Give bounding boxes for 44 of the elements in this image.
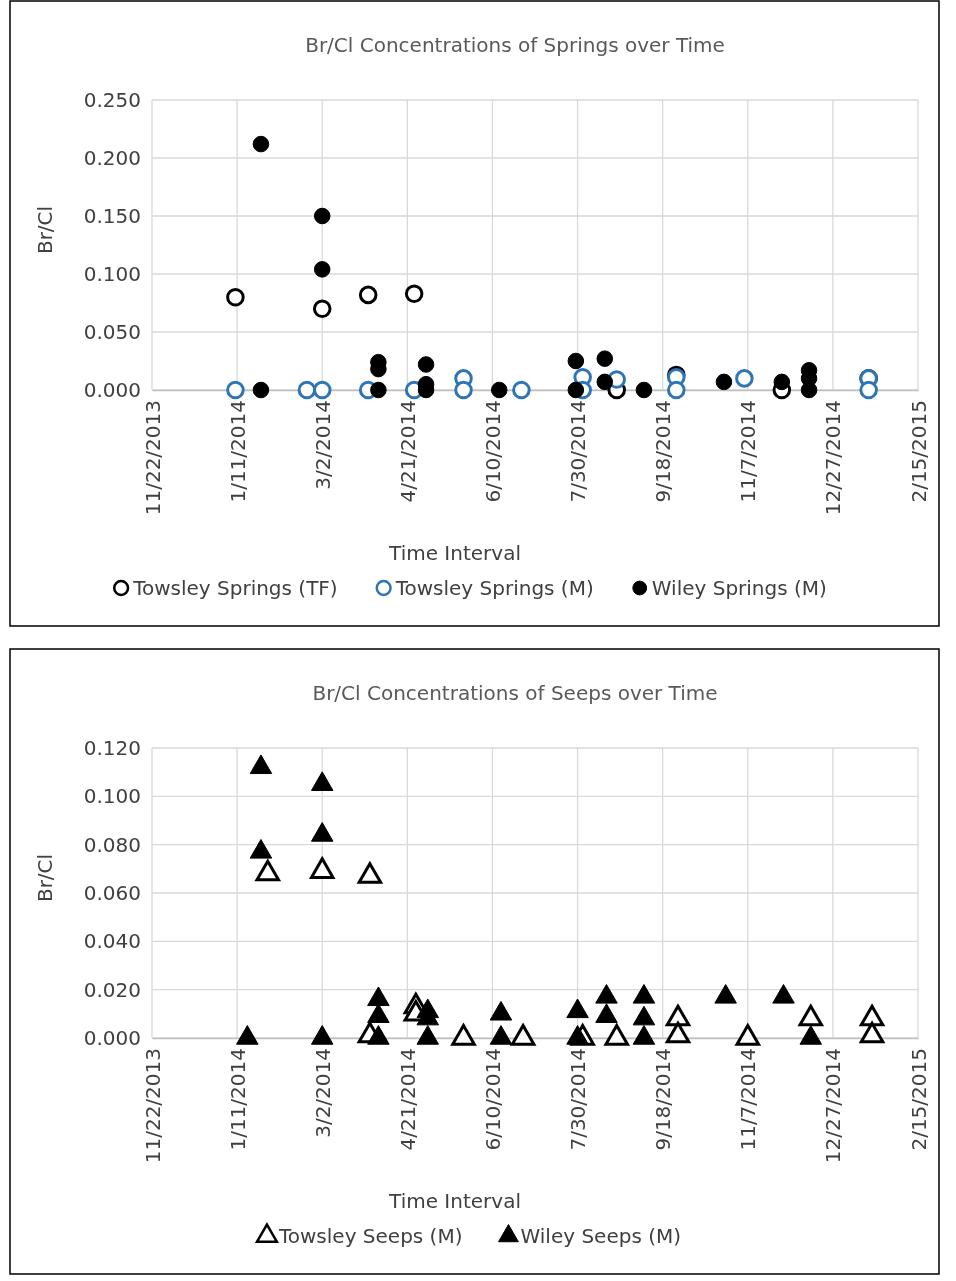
y-tick-label: 0.100 — [83, 261, 141, 286]
x-tick-label: 9/18/2014 — [651, 400, 676, 503]
y-tick-label: 0.000 — [83, 1025, 141, 1050]
y-tick-label: 0.040 — [83, 929, 141, 954]
x-tick-label: 11/7/2014 — [736, 400, 761, 503]
x-tick-label: 3/2/2014 — [310, 1048, 335, 1138]
legend-label: Wiley Springs (M) — [651, 576, 827, 600]
y-tick-label: 0.120 — [83, 735, 141, 760]
x-tick-label: 1/11/2014 — [225, 400, 250, 503]
x-tick-label: 11/22/2013 — [140, 1048, 165, 1164]
x-tick-label: 2/15/2015 — [906, 1048, 931, 1151]
chart-title: Br/Cl Concentrations of Seeps over Time — [312, 681, 718, 705]
y-tick-label: 0.200 — [83, 145, 141, 170]
y-tick-label: 0.020 — [83, 977, 141, 1002]
y-axis-title: Br/Cl — [33, 853, 57, 903]
y-axis-title: Br/Cl — [33, 205, 57, 255]
legend-label: Towsley Seeps (M) — [277, 1224, 463, 1248]
y-tick-label: 0.080 — [83, 832, 141, 857]
legend-label: Towsley Springs (TF) — [132, 576, 338, 600]
x-axis-title: Time Interval — [388, 1189, 521, 1213]
y-tick-label: 0.150 — [83, 203, 141, 228]
x-tick-label: 11/7/2014 — [736, 1048, 761, 1151]
x-tick-label: 6/10/2014 — [480, 400, 505, 503]
chart-title: Br/Cl Concentrations of Springs over Time — [305, 33, 725, 57]
legend-label: Towsley Springs (M) — [394, 576, 594, 600]
y-tick-label: 0.050 — [83, 319, 141, 344]
x-tick-label: 11/22/2013 — [140, 400, 165, 516]
y-tick-label: 0.250 — [83, 87, 141, 112]
y-tick-label: 0.100 — [83, 784, 141, 809]
x-tick-label: 3/2/2014 — [310, 400, 335, 490]
legend-label: Wiley Seeps (M) — [520, 1224, 682, 1248]
x-tick-label: 7/30/2014 — [566, 1048, 591, 1151]
x-tick-label: 1/11/2014 — [225, 1048, 250, 1151]
x-tick-label: 9/18/2014 — [651, 1048, 676, 1151]
x-tick-label: 6/10/2014 — [480, 1048, 505, 1151]
x-tick-label: 4/21/2014 — [395, 1048, 420, 1151]
x-tick-label: 12/27/2014 — [821, 1048, 846, 1164]
x-axis-title: Time Interval — [388, 541, 521, 565]
y-tick-label: 0.060 — [83, 880, 141, 905]
x-tick-label: 12/27/2014 — [821, 400, 846, 516]
y-tick-label: 0.000 — [83, 377, 141, 402]
x-tick-label: 7/30/2014 — [566, 400, 591, 503]
x-tick-label: 2/15/2015 — [906, 400, 931, 503]
x-tick-label: 4/21/2014 — [395, 400, 420, 503]
